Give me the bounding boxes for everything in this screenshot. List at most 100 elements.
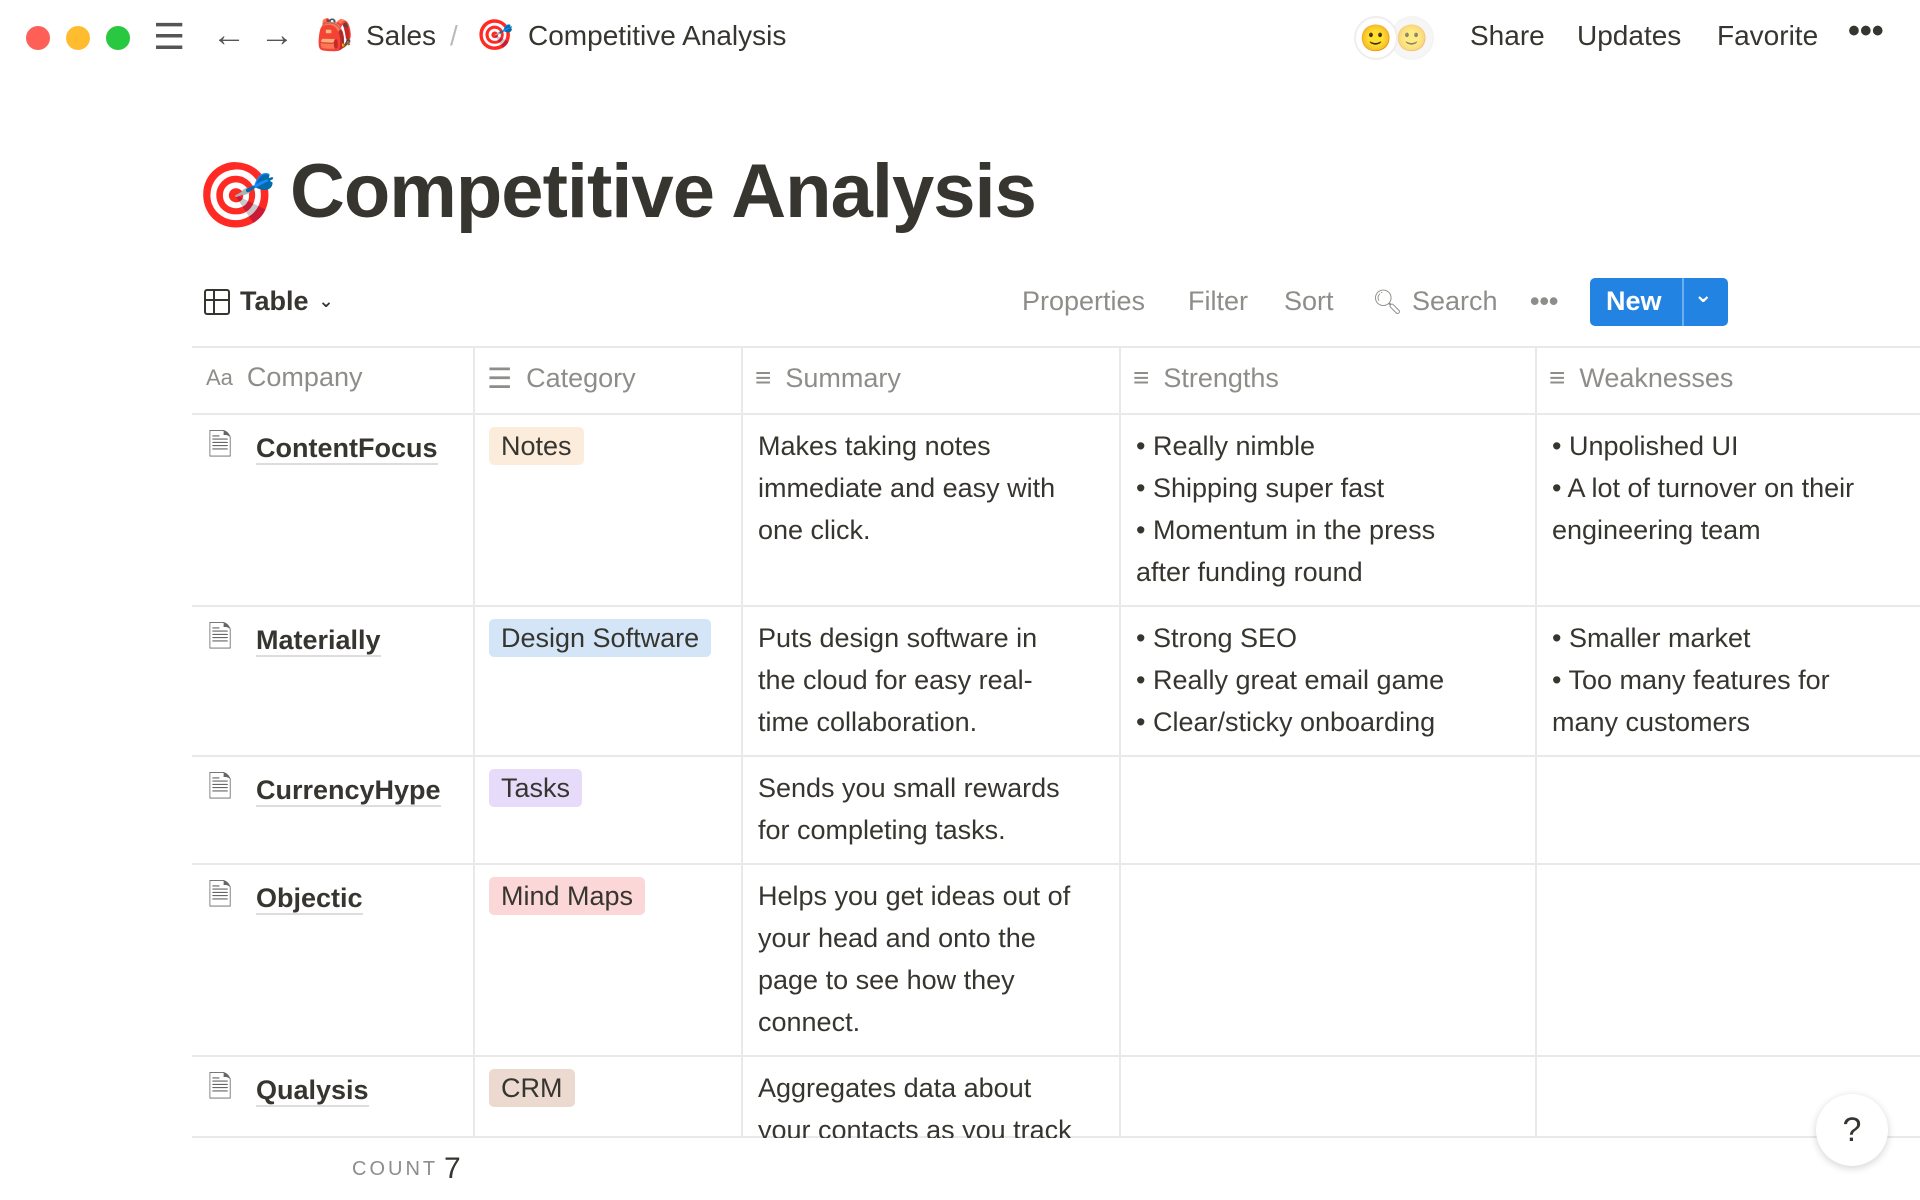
category-tag[interactable]: CRM xyxy=(489,1069,575,1107)
search-icon[interactable]: 🔍︎ xyxy=(1372,289,1403,316)
cell-line: after funding round xyxy=(1136,557,1363,587)
lines-property-icon: ≡ xyxy=(1549,362,1566,393)
company-cell[interactable]: Objectic xyxy=(256,877,363,919)
column-header-strengths[interactable]: ≡ Strengths xyxy=(1133,362,1279,394)
new-button[interactable]: New ⌄ xyxy=(1590,278,1728,326)
column-header-summary[interactable]: ≡ Summary xyxy=(755,362,901,394)
help-button[interactable]: ? xyxy=(1816,1094,1888,1166)
cell-line: Makes taking notes xyxy=(758,431,991,461)
cell-line: for completing tasks. xyxy=(758,815,1006,845)
lines-property-icon: ≡ xyxy=(1133,362,1150,393)
cell-line: • Strong SEO xyxy=(1136,623,1298,653)
cell-line: • Too many features for xyxy=(1552,665,1830,695)
company-name-link[interactable]: Qualysis xyxy=(256,1075,369,1107)
company-cell[interactable]: Qualysis xyxy=(256,1069,369,1111)
cell-line: connect. xyxy=(758,1007,861,1037)
cell-line: engineering team xyxy=(1552,515,1761,545)
company-name-link[interactable]: Materially xyxy=(256,625,381,657)
row-divider xyxy=(192,755,1920,757)
summary-cell[interactable]: Aggregates data about your contacts as yo… xyxy=(758,1067,1072,1138)
favorite-button[interactable]: Favorite xyxy=(1717,20,1819,51)
company-name-link[interactable]: ContentFocus xyxy=(256,433,438,465)
database-table: Aa Company ☰ Category ≡ Summary ≡ Strengths ≡ Wea… xyxy=(192,346,1920,1138)
breadcrumb-sales[interactable]: Sales xyxy=(366,20,437,51)
cell-line: • A lot of turnover on their xyxy=(1552,473,1855,503)
view-selector[interactable]: Table ⌄ xyxy=(204,286,334,317)
filter-button[interactable]: Filter xyxy=(1188,286,1248,316)
row-divider xyxy=(192,413,1920,415)
updates-button[interactable]: Updates xyxy=(1577,20,1682,51)
search-button[interactable]: Search xyxy=(1412,286,1498,316)
column-divider xyxy=(1535,346,1537,1138)
page-icon: 🗎 xyxy=(208,771,233,804)
category-tag[interactable]: Mind Maps xyxy=(489,877,646,915)
company-cell[interactable]: Materially xyxy=(256,619,381,661)
more-options-icon[interactable]: ••• xyxy=(1848,12,1884,50)
properties-button[interactable]: Properties xyxy=(1022,286,1146,316)
weaknesses-cell[interactable]: • Unpolished UI • A lot of turnover on th… xyxy=(1552,425,1854,551)
cell-line: • Shipping super fast xyxy=(1136,473,1385,503)
category-tag[interactable]: Notes xyxy=(489,427,584,465)
breadcrumb-current[interactable]: Competitive Analysis xyxy=(528,20,787,51)
summary-cell[interactable]: Helps you get ideas out of your head and … xyxy=(758,875,1070,1043)
backpack-icon: 🎒 xyxy=(316,19,354,52)
chevron-down-icon[interactable]: ⌄ xyxy=(1694,282,1713,307)
text-property-icon: Aa xyxy=(206,364,233,390)
maximize-window-button[interactable] xyxy=(106,26,130,50)
row-divider xyxy=(192,1136,1920,1138)
count-value: 7 xyxy=(444,1152,461,1185)
more-icon[interactable]: ••• xyxy=(1530,286,1559,316)
minimize-window-button[interactable] xyxy=(66,26,90,50)
sort-button[interactable]: Sort xyxy=(1284,286,1334,316)
menu-icon[interactable]: ☰ xyxy=(153,16,186,57)
page-icon: 🗎 xyxy=(208,621,233,654)
target-icon: 🎯 xyxy=(476,19,514,52)
column-header-label: Summary xyxy=(785,362,901,393)
column-divider xyxy=(473,346,475,1138)
company-cell[interactable]: CurrencyHype xyxy=(256,769,441,811)
strengths-cell[interactable]: • Strong SEO • Really great email game • C… xyxy=(1136,617,1444,743)
cell-line: the cloud for easy real- xyxy=(758,665,1033,695)
cell-line: time collaboration. xyxy=(758,707,978,737)
breadcrumb-separator: / xyxy=(450,20,458,51)
cell-line: page to see how they xyxy=(758,965,1015,995)
column-header-label: Category xyxy=(526,363,636,393)
column-header-label: Weaknesses xyxy=(1579,362,1734,393)
column-header-weaknesses[interactable]: ≡ Weaknesses xyxy=(1549,362,1733,394)
column-header-label: Strengths xyxy=(1163,362,1279,393)
weaknesses-cell[interactable]: • Smaller market • Too many features for m… xyxy=(1552,617,1830,743)
page-icon: 🗎 xyxy=(208,1071,233,1104)
close-window-button[interactable] xyxy=(26,26,50,50)
forward-arrow-icon[interactable]: → xyxy=(260,16,294,54)
cell-line: your contacts as you track xyxy=(758,1115,1072,1138)
avatar[interactable]: 🙂 xyxy=(1390,16,1434,60)
new-label: New xyxy=(1606,286,1662,316)
row-divider xyxy=(192,346,1920,348)
category-tag[interactable]: Design Software xyxy=(489,619,712,657)
company-name-link[interactable]: CurrencyHype xyxy=(256,775,441,807)
target-icon: 🎯 xyxy=(196,159,276,231)
column-header-label: Company xyxy=(246,362,363,392)
cell-line: • Really nimble xyxy=(1136,431,1316,461)
share-button[interactable]: Share xyxy=(1470,20,1545,51)
column-header-category[interactable]: ☰ Category xyxy=(487,362,636,395)
chevron-down-icon: ⌄ xyxy=(318,291,334,311)
summary-cell[interactable]: Puts design software in the cloud for eas… xyxy=(758,617,1037,743)
topbar: ☰ ← → 🎒 Sales / 🎯 Competitive Analysis 🙂… xyxy=(0,0,1920,76)
cell-line: your head and onto the xyxy=(758,923,1036,953)
cell-line: Aggregates data about xyxy=(758,1073,1032,1103)
back-arrow-icon[interactable]: ← xyxy=(212,16,246,54)
page-icon: 🗎 xyxy=(208,429,233,462)
summary-cell[interactable]: Makes taking notes immediate and easy wit… xyxy=(758,425,1055,551)
cell-line: many customers xyxy=(1552,707,1751,737)
company-name-link[interactable]: Objectic xyxy=(256,883,363,915)
column-header-company[interactable]: Aa Company xyxy=(206,362,362,393)
avatar[interactable]: 🙂 xyxy=(1354,16,1398,60)
cell-line: • Clear/sticky onboarding xyxy=(1136,707,1436,737)
company-cell[interactable]: ContentFocus xyxy=(256,427,438,469)
row-divider xyxy=(192,863,1920,865)
row-divider xyxy=(192,605,1920,607)
category-tag[interactable]: Tasks xyxy=(489,769,583,807)
strengths-cell[interactable]: • Really nimble • Shipping super fast • Mo… xyxy=(1136,425,1435,593)
summary-cell[interactable]: Sends you small rewards for completing ta… xyxy=(758,767,1060,851)
